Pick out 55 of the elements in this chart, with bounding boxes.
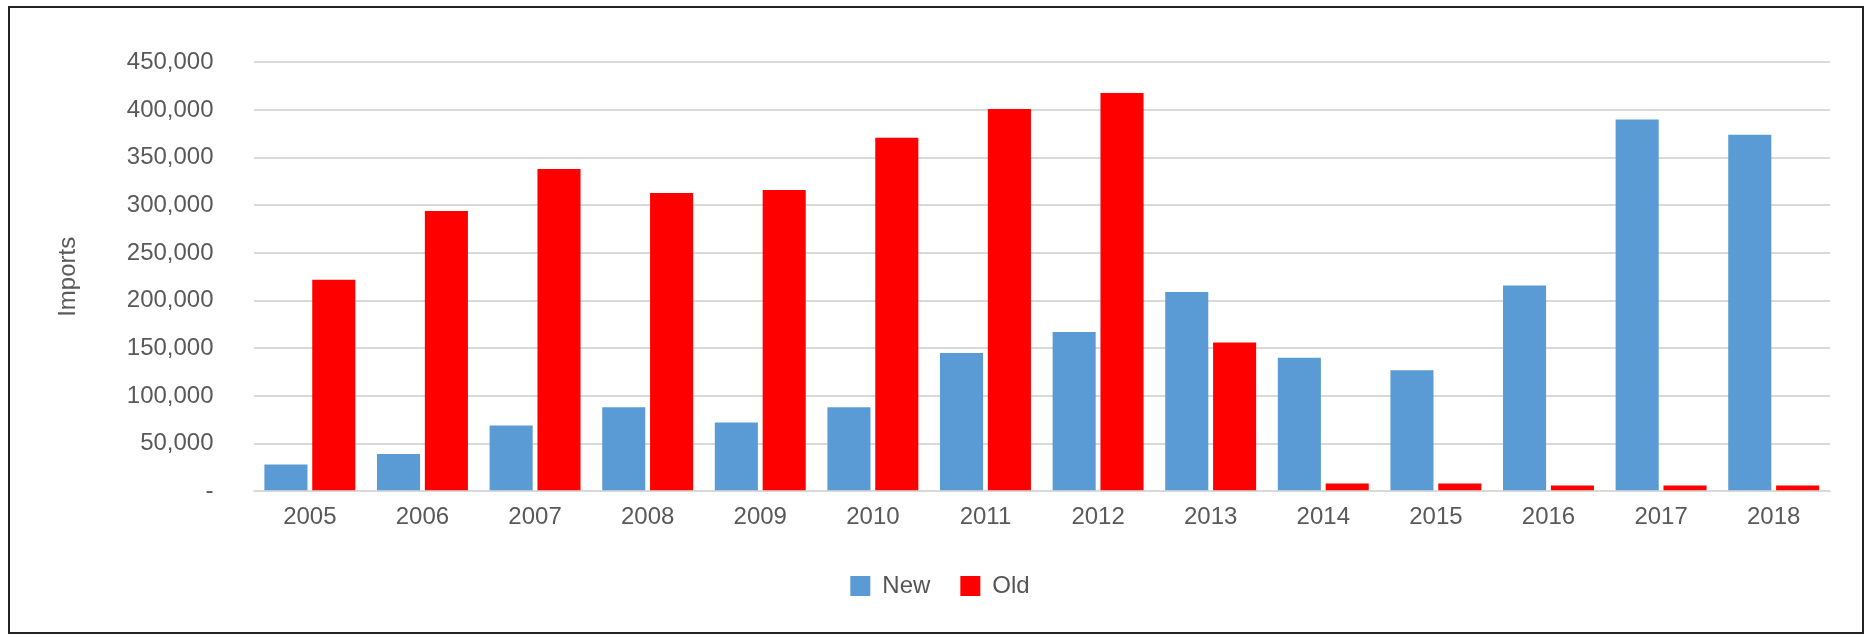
y-tick-label: 450,000 <box>126 47 214 75</box>
bar <box>424 211 468 491</box>
y-tick-label: 300,000 <box>126 189 214 217</box>
bar <box>650 192 694 491</box>
x-tick-label: 2012 <box>1071 502 1125 530</box>
x-tick-label: 2009 <box>733 502 787 530</box>
x-tick-label: 2007 <box>508 502 562 530</box>
y-tick-label: 50,000 <box>140 428 214 456</box>
x-tick-label: 2018 <box>1747 502 1801 530</box>
y-axis-title: Imports <box>53 236 81 317</box>
bar <box>537 169 581 491</box>
bar <box>1277 357 1321 491</box>
legend-label: New <box>882 570 931 598</box>
y-tick-label: 100,000 <box>126 380 214 408</box>
bar <box>1052 332 1096 491</box>
x-tick-label: 2010 <box>846 502 900 530</box>
bar <box>264 464 308 491</box>
bar <box>312 279 356 491</box>
x-tick-label: 2017 <box>1634 502 1688 530</box>
x-tick-label: 2005 <box>283 502 337 530</box>
bar <box>1503 285 1547 491</box>
x-tick-label: 2008 <box>620 502 675 530</box>
bar <box>1438 483 1482 491</box>
bar <box>875 137 919 491</box>
y-tick-label: 350,000 <box>126 142 214 170</box>
x-tick-label: 2014 <box>1296 502 1350 530</box>
bar <box>1165 292 1209 491</box>
bar <box>377 454 421 491</box>
y-tick-label: 400,000 <box>126 94 214 122</box>
x-tick-label: 2013 <box>1183 502 1238 530</box>
bar <box>1100 92 1144 491</box>
bar <box>489 425 533 491</box>
bar <box>987 109 1031 491</box>
bar <box>602 407 646 491</box>
y-tick-label: 250,000 <box>126 237 214 265</box>
y-tick-label: - <box>205 475 214 503</box>
bar <box>827 407 871 491</box>
bar <box>1728 134 1772 491</box>
x-tick-label: 2006 <box>395 502 450 530</box>
x-tick-label: 2011 <box>959 502 1012 530</box>
y-tick-label: 200,000 <box>126 285 214 313</box>
bar <box>1390 370 1434 491</box>
bar <box>1325 483 1369 491</box>
x-tick-label: 2016 <box>1521 502 1576 530</box>
bar <box>940 353 984 491</box>
bar <box>1550 485 1594 491</box>
y-tick-label: 150,000 <box>126 332 214 360</box>
x-tick-label: 2015 <box>1409 502 1463 530</box>
bar <box>762 190 806 491</box>
legend-label: Old <box>992 570 1030 598</box>
bar <box>1615 119 1659 491</box>
bar <box>714 422 758 491</box>
bar <box>1776 485 1820 491</box>
bar <box>1213 342 1257 491</box>
bar <box>1663 485 1707 491</box>
